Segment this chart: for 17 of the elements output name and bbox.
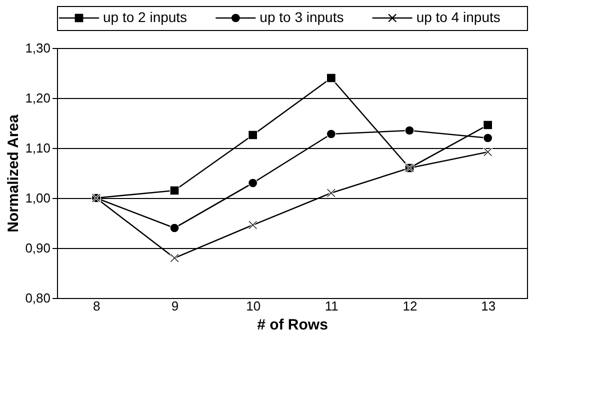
y-tick-label: 0,80 [25,290,50,306]
y-tick-label: 1,00 [25,190,50,206]
y-tick-label: 1,10 [25,140,50,156]
legend-label: up to 3 inputs [260,9,344,25]
x-tick-label: 13 [481,298,496,314]
y-axis-title: Normalized Area [5,114,22,232]
y-tick-label: 1,20 [25,90,50,106]
y-tick-label: 1,30 [25,40,50,56]
x-tick-label: 12 [402,298,418,314]
y-tick-label: 0,90 [25,240,50,256]
legend-label: up to 4 inputs [416,9,500,25]
x-axis-title: # of Rows [257,316,328,334]
x-tick-label: 10 [246,298,261,314]
x-tick-label: 8 [93,298,100,314]
x-tick-label: 9 [171,298,179,314]
x-tick-label: 11 [324,298,338,314]
legend-label: up to 2 inputs [103,9,188,25]
